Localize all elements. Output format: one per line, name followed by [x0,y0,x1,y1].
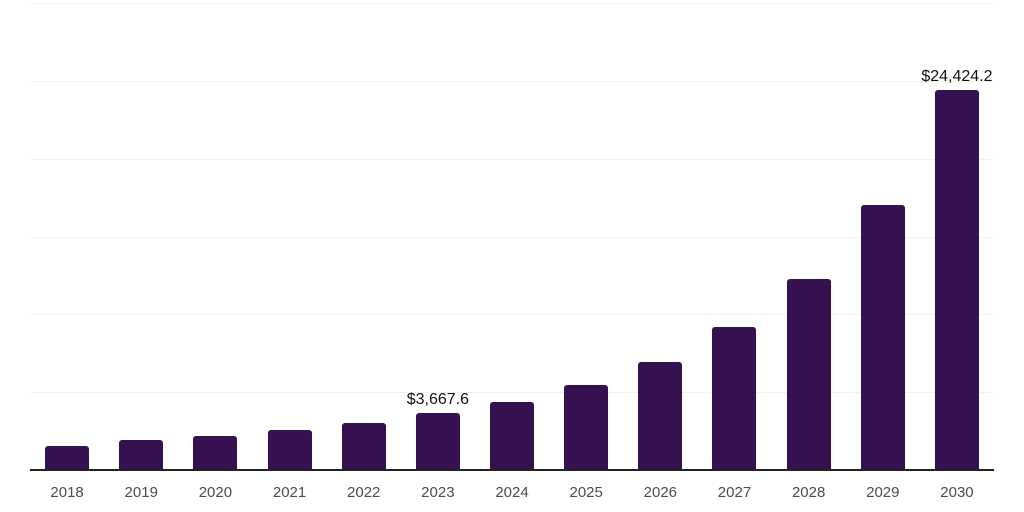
bar-2026 [638,361,683,470]
bar-2025 [564,384,609,470]
gridline-5000 [30,392,994,394]
bar-band-2021 [252,3,326,470]
bar-band-2027 [697,3,771,470]
x-tick-2027: 2027 [717,484,752,501]
bar-band-2028 [772,3,846,470]
gridline-15000 [30,236,994,238]
x-tick-2026: 2026 [643,484,678,501]
x-tick-2018: 2018 [50,484,84,501]
bar-band-2020 [178,3,252,470]
bar-2029 [860,205,905,470]
gridline-10000 [30,314,994,316]
bar-band-2029 [846,3,920,470]
bar-2027 [712,326,757,470]
gridline-20000 [30,158,994,160]
bar-2030 [934,89,979,470]
bar-2024 [490,401,535,470]
x-axis-line [30,469,994,471]
bar-band-2023: $3,667.6 [401,3,475,470]
x-tick-2021: 2021 [272,484,307,501]
bar-2018 [45,446,90,470]
x-tick-2028: 2028 [791,484,826,501]
x-tick-2024: 2024 [495,484,529,501]
x-tick-2029: 2029 [866,484,900,501]
bar-band-2030: $24,424.2 [920,3,994,470]
x-tick-2025: 2025 [569,484,603,501]
x-tick-2020: 2020 [198,484,233,501]
x-tick-2023: 2023 [421,484,455,501]
data-label-2023: $3,667.6 [406,390,469,408]
bar-band-2024 [475,3,549,470]
x-tick-2030: 2030 [940,484,974,501]
bar-2019 [119,439,164,470]
bar-band-2022 [327,3,401,470]
bar-2021 [267,429,312,470]
data-label-2030: $24,424.2 [921,67,993,85]
bar-series: $3,667.6 $24,424.2 [30,3,994,470]
bar-2023 [415,412,460,470]
x-axis-tick-labels: 2018 2019 2020 2021 2022 2023 2024 2025 2026 2027… [30,484,994,502]
bar-2022 [341,423,386,470]
gridline-30000 [30,3,994,4]
bar-band-2026 [623,3,697,470]
x-tick-2022: 2022 [347,484,381,501]
bar-band-2019 [104,3,178,470]
x-tick-2019: 2019 [124,484,158,501]
gridline-25000 [30,80,994,82]
bar-band-2018 [30,3,104,470]
bar-2028 [786,278,831,470]
bar-band-2025 [549,3,623,470]
plot-area: $3,667.6 $24,424.2 [30,3,994,470]
bar-2020 [193,436,238,470]
